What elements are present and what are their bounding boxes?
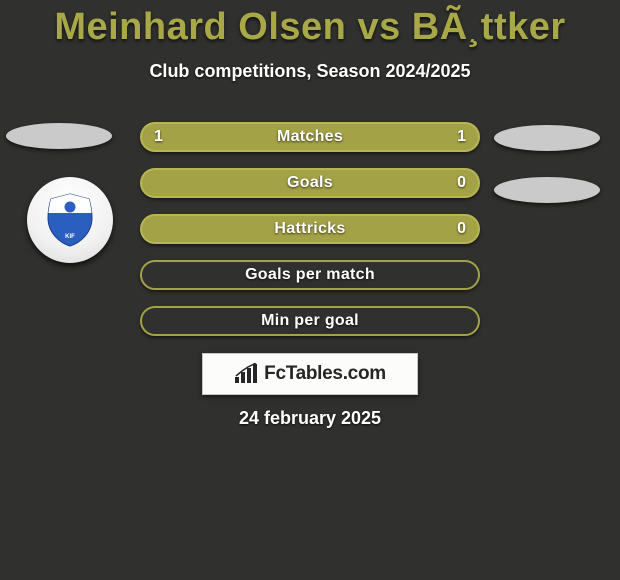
stat-row-matches: 1 Matches 1	[140, 122, 480, 152]
stat-label: Hattricks	[274, 220, 345, 238]
date-text: 24 february 2025	[0, 408, 620, 429]
stat-label: Goals	[287, 174, 333, 192]
player-right-avatar-placeholder	[494, 125, 600, 151]
stat-right-value: 1	[457, 128, 466, 146]
stat-label: Matches	[277, 128, 343, 146]
svg-text:KIF: KIF	[65, 234, 75, 240]
club-right-badge-placeholder	[494, 177, 600, 203]
stat-row-hattricks: Hattricks 0	[140, 214, 480, 244]
stats-rows: 1 Matches 1 Goals 0 Hattricks 0 Goals pe…	[140, 122, 480, 352]
stat-left-value: 1	[154, 128, 163, 146]
stat-row-goals: Goals 0	[140, 168, 480, 198]
club-left-badge: KIF	[27, 177, 113, 263]
stat-row-min-per-goal: Min per goal	[140, 306, 480, 336]
page-title: Meinhard Olsen vs BÃ¸ttker	[0, 0, 620, 49]
stat-row-goals-per-match: Goals per match	[140, 260, 480, 290]
stat-right-value: 0	[457, 220, 466, 238]
brand-badge: FcTables.com	[202, 353, 418, 395]
bar-chart-icon	[234, 363, 258, 385]
stat-right-value: 0	[457, 174, 466, 192]
player-left-avatar-placeholder	[6, 123, 112, 149]
page-subtitle: Club competitions, Season 2024/2025	[0, 61, 620, 82]
stat-label: Min per goal	[261, 312, 359, 330]
brand-text: FcTables.com	[264, 363, 386, 385]
shield-icon: KIF	[47, 193, 93, 247]
stat-label: Goals per match	[245, 266, 375, 284]
